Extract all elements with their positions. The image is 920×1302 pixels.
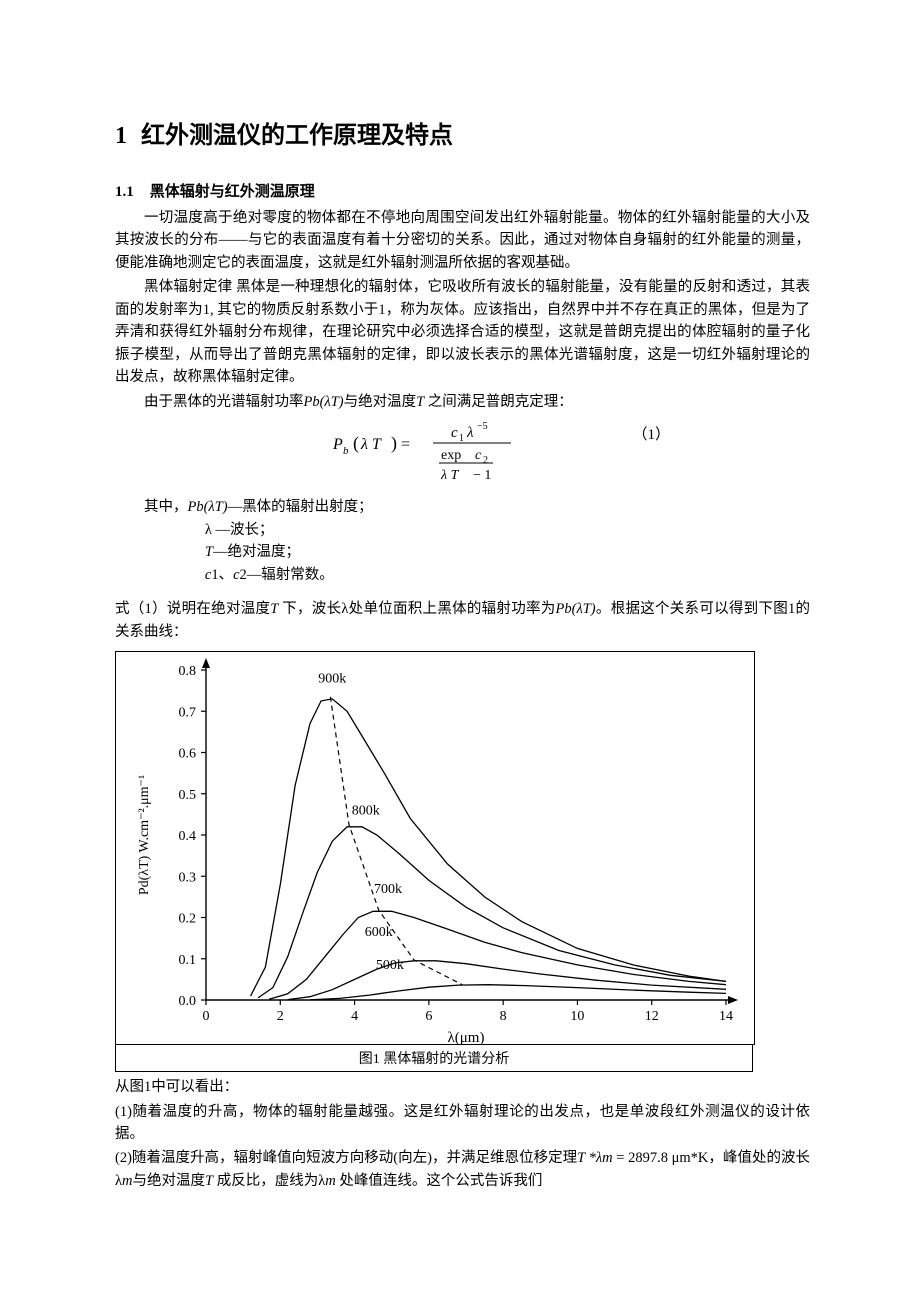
svg-text:500k: 500k — [376, 958, 404, 973]
text-run: —波长； — [212, 522, 274, 538]
svg-text:=: = — [401, 436, 410, 453]
text-run: 与绝对温度 — [344, 394, 417, 410]
svg-text:12: 12 — [645, 1009, 659, 1024]
where-line-1: 其中，Pb(λT)—黑体的辐射出射度； — [115, 496, 810, 518]
h1-text: 红外测温仪的工作原理及特点 — [141, 122, 453, 149]
svg-text:600k: 600k — [365, 925, 393, 940]
text-run: (2)随着温度升高，辐射峰值向短波方向移动(向左)，并满足维恩位移定理 — [115, 1150, 577, 1166]
paragraph-3: 由于黑体的光谱辐射功率Pb(λT)与绝对温度T 之间满足普朗克定理： — [115, 391, 810, 413]
svg-text:0.2: 0.2 — [179, 912, 197, 927]
chart-svg: 0 2 4 6 8 10 12 14 λ(μm) 0.0 0.1 0.2 0.3 0.4 0.5 0.6 0.7… — [115, 651, 755, 1045]
where-line-2: λ —波长； — [115, 519, 810, 541]
svg-text:0: 0 — [203, 1009, 210, 1024]
svg-text:0.6: 0.6 — [179, 747, 197, 762]
svg-text:c: c — [475, 448, 482, 463]
symbol: T — [205, 544, 213, 560]
symbol: 2 — [240, 567, 247, 583]
where-line-3: T—绝对温度； — [115, 541, 810, 563]
text-run: 式（1）说明在绝对温度 — [115, 601, 270, 617]
svg-text:exp: exp — [441, 448, 461, 463]
text-run: 下，波长λ处单位面积上黑体的辐射功率为 — [278, 601, 555, 617]
where-block: 其中，Pb(λT)—黑体的辐射出射度； λ —波长； T—绝对温度； c1、c2… — [115, 496, 810, 586]
svg-text:−5: −5 — [477, 421, 488, 432]
after-figure-1: 从图1中可以看出： — [115, 1076, 810, 1098]
symbol: λ — [205, 522, 212, 538]
svg-text:900k: 900k — [318, 671, 346, 686]
symbol: Pb(λT) — [188, 499, 228, 515]
symbol: Pb(λT) — [556, 601, 596, 617]
h1-number: 1 — [115, 123, 127, 149]
document-page: 1 红外测温仪的工作原理及特点 1.1 黑体辐射与红外测温原理 一切温度高于绝对零度… — [0, 0, 920, 1302]
svg-text:0.7: 0.7 — [179, 705, 197, 720]
svg-text:(: ( — [353, 433, 359, 454]
paragraph-2: 黑体辐射定律 黑体是一种理想化的辐射体，它吸收所有波长的辐射能量，没有能量的反射… — [115, 276, 810, 388]
svg-text:0.0: 0.0 — [179, 994, 197, 1009]
formula-1: P b ( λ T ) = c 1 λ −5 exp c 2 λ T − 1 （… — [115, 419, 810, 488]
heading-2: 1.1 黑体辐射与红外测温原理 — [115, 180, 810, 201]
svg-text:): ) — [391, 433, 397, 454]
svg-text:2: 2 — [483, 455, 488, 466]
text-run: 处峰值连线。这个公式告诉我们 — [336, 1173, 543, 1189]
symbol: m — [325, 1173, 335, 1189]
svg-text:λ(μm): λ(μm) — [448, 1030, 485, 1045]
svg-text:800k: 800k — [352, 803, 380, 818]
symbol-t: T — [416, 394, 424, 410]
after-figure-3: (2)随着温度升高，辐射峰值向短波方向移动(向左)，并满足维恩位移定理T *λm… — [115, 1147, 810, 1192]
h2-number: 1.1 — [115, 184, 134, 200]
svg-text:14: 14 — [719, 1009, 733, 1024]
svg-text:0.8: 0.8 — [179, 664, 197, 679]
svg-text:λ T: λ T — [360, 436, 382, 453]
svg-text:4: 4 — [351, 1009, 358, 1024]
svg-text:Pd(λT) W.cm⁻².μm⁻¹: Pd(λT) W.cm⁻².μm⁻¹ — [137, 775, 152, 895]
heading-1: 1 红外测温仪的工作原理及特点 — [115, 115, 810, 150]
symbol: m — [602, 1150, 612, 1166]
equation-number: （1） — [632, 423, 670, 444]
text-run: 其中， — [144, 499, 188, 515]
svg-text:10: 10 — [570, 1009, 584, 1024]
svg-text:1: 1 — [459, 433, 464, 444]
svg-text:− 1: − 1 — [473, 468, 491, 483]
paragraph-1: 一切温度高于绝对零度的物体都在不停地向周围空间发出红外辐射能量。物体的红外辐射能… — [115, 207, 810, 274]
svg-text:700k: 700k — [374, 882, 402, 897]
svg-text:0.1: 0.1 — [179, 953, 197, 968]
symbol: T — [577, 1150, 585, 1166]
symbol: 1 — [211, 567, 218, 583]
text-run: 成反比，虚线为λ — [213, 1173, 325, 1189]
figure-caption: 图1 黑体辐射的光谱分析 — [115, 1045, 753, 1072]
text-run: 、 — [219, 567, 234, 583]
formula-svg: P b ( λ T ) = c 1 λ −5 exp c 2 λ T − 1 — [333, 419, 593, 483]
svg-text:2: 2 — [277, 1009, 284, 1024]
svg-text:0.5: 0.5 — [179, 788, 197, 803]
figure-1: 0 2 4 6 8 10 12 14 λ(μm) 0.0 0.1 0.2 0.3 0.4 0.5 0.6 0.7… — [115, 651, 810, 1072]
text-run: 由于黑体的光谱辐射功率 — [144, 394, 304, 410]
text-run: 之间满足普朗克定理： — [424, 394, 573, 410]
text-run: —辐射常数。 — [247, 567, 334, 583]
svg-text:0.4: 0.4 — [179, 829, 197, 844]
svg-text:P: P — [333, 436, 343, 453]
text-run: —黑体的辐射出射度； — [228, 499, 373, 515]
svg-text:λ T: λ T — [440, 468, 460, 483]
text-run: —绝对温度； — [213, 544, 300, 560]
h2-text: 黑体辐射与红外测温原理 — [150, 184, 315, 200]
symbol: T — [205, 1173, 213, 1189]
svg-text:λ: λ — [466, 425, 474, 441]
after-figure-2: (1)随着温度的升高，物体的辐射能量越强。这是红外辐射理论的出发点，也是单波段红… — [115, 1101, 810, 1146]
svg-text:c: c — [451, 425, 458, 441]
svg-text:0.3: 0.3 — [179, 870, 197, 885]
symbol: *λ — [585, 1150, 602, 1166]
symbol-pb: Pb(λT) — [304, 394, 344, 410]
paragraph-4: 式（1）说明在绝对温度T 下，波长λ处单位面积上黑体的辐射功率为Pb(λT)。根… — [115, 598, 810, 643]
text-run: 与绝对温度 — [133, 1173, 206, 1189]
svg-text:b: b — [343, 445, 349, 457]
svg-text:8: 8 — [500, 1009, 507, 1024]
symbol: m — [122, 1173, 132, 1189]
where-line-4: c1、c2—辐射常数。 — [115, 564, 810, 586]
svg-text:6: 6 — [425, 1009, 432, 1024]
